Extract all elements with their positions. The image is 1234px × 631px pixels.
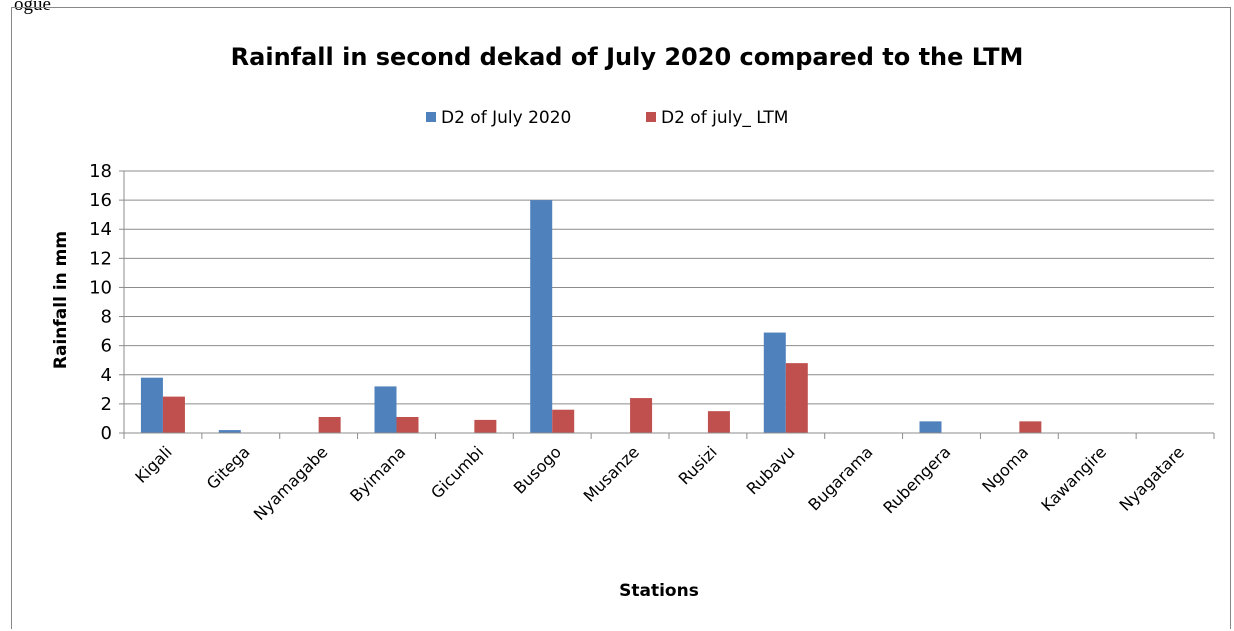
bar-july-2020-busogo: [530, 200, 553, 433]
y-axis-label: Rainfall in mm: [51, 231, 71, 369]
bar-july-2020-gitega: [218, 430, 241, 433]
bar-july-2020-byimana: [374, 386, 397, 433]
bar-july-2020-kigali: [140, 377, 163, 433]
legend-swatch-series-1: [426, 112, 436, 122]
bar-ltm-musanze: [630, 398, 653, 433]
x-tick-label: Ngoma: [978, 442, 1032, 496]
x-tick-label: Musanze: [580, 442, 643, 505]
bar-ltm-gicumbi: [474, 419, 497, 433]
y-tick-label: 0: [101, 423, 112, 444]
y-tick-label: 6: [101, 336, 112, 357]
y-tick-label: 2: [101, 394, 112, 415]
x-tick-label: Byimana: [346, 442, 409, 505]
x-tick-label: Bugarama: [804, 442, 876, 514]
x-tick-label: Rusizi: [675, 442, 721, 488]
x-tick-label: Gicumbi: [427, 442, 487, 502]
bar-ltm-rusizi: [707, 411, 730, 433]
y-tick-label: 10: [89, 277, 112, 298]
bar-july-2020-rubengera: [919, 421, 942, 433]
x-tick-label: Kigali: [131, 442, 175, 486]
legend: D2 of July 2020 D2 of july_ LTM: [426, 108, 788, 128]
gridlines: [124, 170, 1214, 405]
bar-ltm-kigali: [162, 396, 185, 433]
y-tick-label: 4: [101, 365, 112, 386]
bar-ltm-ngoma: [1019, 421, 1042, 433]
legend-label-series-1: D2 of July 2020: [441, 108, 571, 128]
bars: [140, 200, 1042, 433]
x-tick-label: Kawangire: [1037, 442, 1110, 515]
x-tick-label: Nyamagabe: [250, 442, 332, 524]
axes: [119, 170, 1215, 439]
y-tick-label: 16: [89, 190, 112, 211]
bar-ltm-byimana: [396, 416, 419, 433]
bar-ltm-busogo: [552, 409, 575, 433]
chart-title: Rainfall in second dekad of July 2020 co…: [231, 43, 1024, 71]
x-axis-label: Stations: [619, 581, 699, 601]
x-tick-label: Nyagatare: [1116, 442, 1188, 514]
bar-ltm-rubavu: [785, 363, 808, 433]
legend-label-series-2: D2 of july_ LTM: [661, 108, 788, 128]
x-tick-label: Rubavu: [743, 442, 799, 498]
y-tick-label: 18: [89, 161, 112, 182]
y-tick-label: 14: [89, 219, 112, 240]
bar-ltm-nyamagabe: [318, 416, 341, 433]
y-tick-label: 12: [89, 248, 112, 269]
bar-july-2020-rubavu: [763, 332, 786, 433]
chart-frame: [11, 7, 1231, 629]
legend-swatch-series-2: [646, 112, 656, 122]
x-tick-label: Busogo: [510, 442, 565, 497]
x-tick-label: Rubengera: [879, 442, 954, 517]
y-tick-labels: 0 2 4 6 8 10 12 14 16 18: [89, 161, 112, 444]
x-tick-label: Gitega: [203, 442, 254, 493]
y-tick-label: 8: [101, 307, 112, 328]
